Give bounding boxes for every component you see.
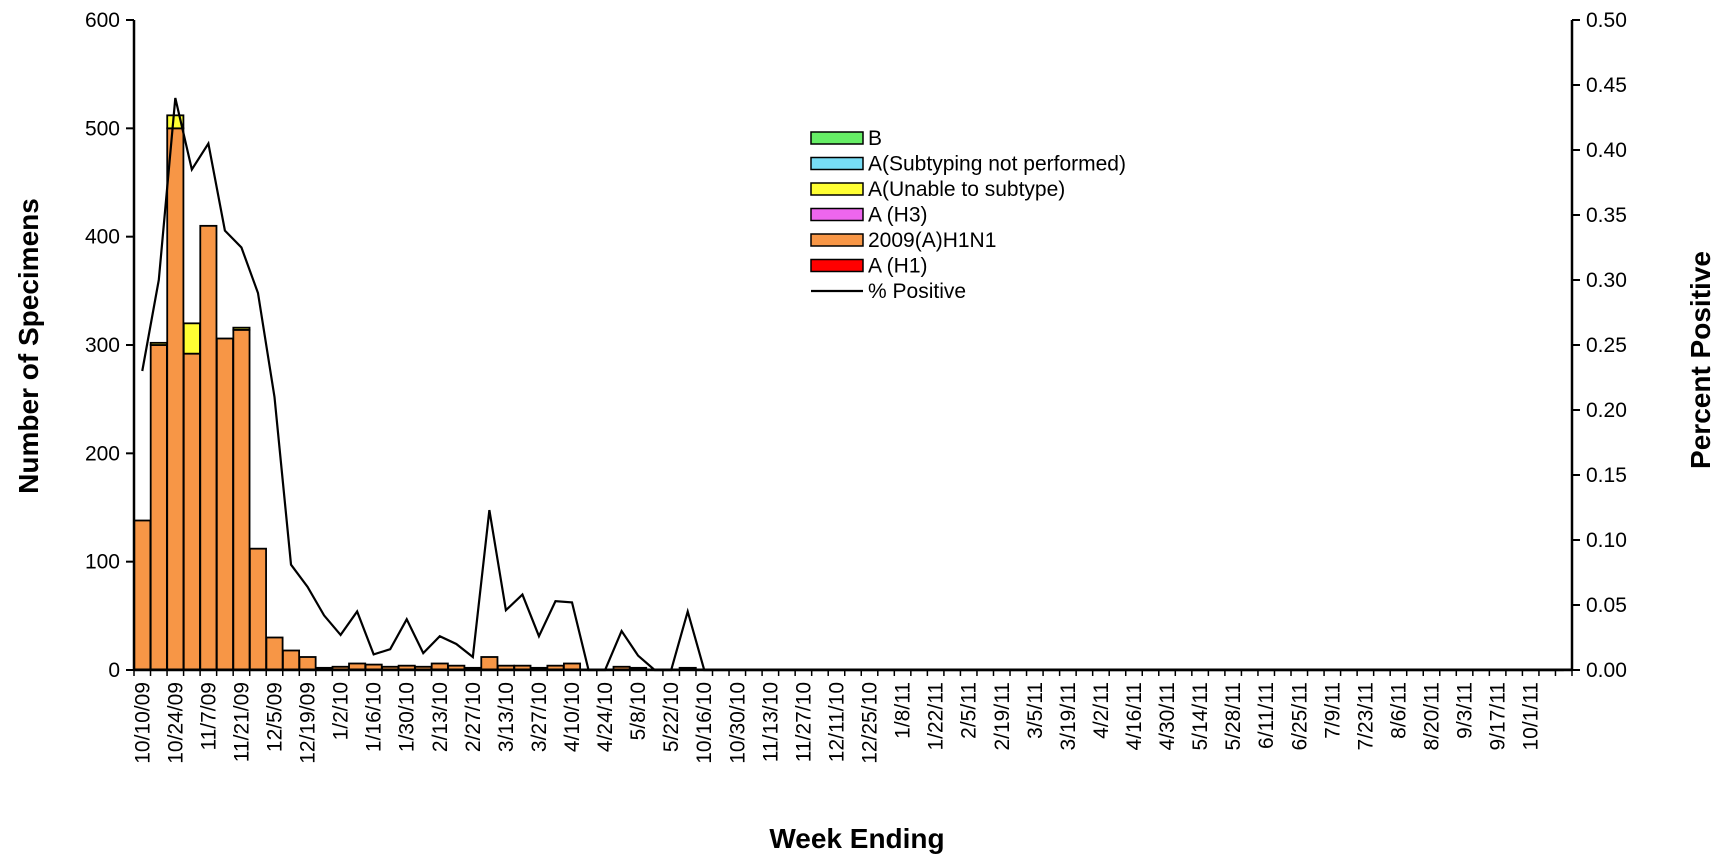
x-tick-label: 12/25/10	[859, 682, 882, 764]
x-tick-label: 5/14/11	[1189, 682, 1212, 751]
x-tick-label: 10/16/10	[693, 682, 716, 764]
y2-axis-title: Percent Positive	[1685, 251, 1716, 469]
x-tick-label: 4/30/11	[1156, 682, 1179, 751]
x-tick-label: 9/17/11	[1487, 682, 1510, 751]
y2-tick-label: 0.15	[1586, 464, 1627, 487]
x-tick-label: 1/22/11	[925, 682, 948, 751]
legend-label: % Positive	[868, 280, 966, 303]
x-tick-label: 1/30/10	[396, 682, 419, 752]
legend-swatch	[810, 182, 864, 196]
x-tick-label: 12/19/09	[297, 682, 320, 764]
bar-2009-a-h1n1-4	[199, 224, 218, 671]
x-tick-label: 5/8/10	[627, 682, 650, 740]
y2-tick-label: 0.35	[1586, 204, 1627, 227]
x-tick-label: 6/11/11	[1255, 682, 1278, 749]
x-tick-label: 10/1/11	[1520, 682, 1543, 751]
y-axis-title: Number of Specimens	[13, 198, 44, 494]
legend-swatch	[810, 233, 864, 247]
bar-2009-a-h1n1-10	[298, 656, 317, 671]
x-tick-label: 4/2/11	[1090, 682, 1113, 739]
legend-label: A(Unable to subtype)	[868, 178, 1065, 201]
x-tick-label: 10/10/09	[131, 682, 154, 764]
x-tick-label: 11/13/10	[759, 682, 782, 762]
y2-tick-label: 0.00	[1586, 659, 1627, 682]
y-tick-label: 100	[85, 551, 120, 574]
x-tick-label: 1/16/10	[363, 682, 386, 752]
x-tick-label: 3/5/11	[1024, 682, 1047, 739]
y2-tick-label: 0.50	[1586, 9, 1627, 32]
x-tick-label: 9/3/11	[1454, 682, 1477, 739]
bar-2009-a-h1n1-9	[282, 649, 301, 671]
x-tick-label: 3/19/11	[1057, 682, 1080, 751]
x-tick-label: 6/25/11	[1288, 682, 1311, 751]
x-tick-label: 10/30/10	[726, 682, 749, 764]
x-axis-title: Week Ending	[769, 823, 944, 854]
x-tick-label: 11/21/09	[230, 682, 253, 762]
bar-a-unable-to-subtype--6	[232, 326, 251, 331]
bar-2009-a-h1n1-7	[248, 547, 267, 671]
y-tick-label: 600	[85, 9, 120, 32]
x-tick-label: 5/22/10	[660, 682, 683, 752]
x-tick-label: 7/23/11	[1354, 682, 1377, 751]
y-tick-label: 400	[85, 226, 120, 249]
bar-2009-a-h1n1-1	[149, 344, 168, 671]
legend-swatch	[810, 131, 864, 145]
bar-2009-a-h1n1-2	[166, 127, 185, 671]
bar-2009-a-h1n1-5	[215, 337, 234, 671]
x-tick-label: 4/24/10	[594, 682, 617, 752]
bar-2009-a-h1n1-3	[182, 352, 201, 671]
bar-2009-a-h1n1-0	[133, 519, 152, 671]
legend-label: A (H1)	[868, 255, 928, 278]
legend-swatch	[810, 207, 864, 222]
y-tick-label: 0	[108, 659, 120, 682]
x-tick-label: 8/6/11	[1387, 682, 1410, 739]
x-tick-label: 3/27/10	[528, 682, 551, 752]
x-tick-label: 11/7/09	[197, 682, 220, 751]
x-tick-label: 2/13/10	[429, 682, 452, 752]
x-tick-label: 8/20/11	[1421, 682, 1444, 751]
legend-swatch	[810, 258, 864, 273]
x-tick-label: 3/13/10	[495, 682, 518, 752]
bar-a-unable-to-subtype--3	[182, 322, 201, 355]
y2-tick-label: 0.05	[1586, 594, 1627, 617]
bar-series-group	[133, 114, 1573, 671]
x-tick-label: 11/27/10	[792, 682, 815, 762]
x-tick-label: 2/27/10	[462, 682, 485, 752]
legend-label: B	[868, 127, 882, 150]
y2-tick-label: 0.20	[1586, 399, 1627, 422]
bar-a-unable-to-subtype--1	[149, 341, 168, 346]
x-tick-label: 1/8/11	[892, 682, 915, 739]
y2-tick-label: 0.10	[1586, 529, 1627, 552]
x-tick-label: 7/9/11	[1321, 682, 1344, 739]
x-tick-label: 5/28/11	[1222, 682, 1245, 751]
x-tick-label: 4/10/10	[561, 682, 584, 752]
axes-group: 0 100 200 300 400 500 600 0.00 0.05 0.10 0.15 0.20 0…	[85, 9, 1627, 764]
y-tick-label: 200	[85, 442, 120, 465]
legend-label: A (H3)	[868, 204, 928, 227]
y2-tick-label: 0.40	[1586, 139, 1627, 162]
y2-tick-label: 0.30	[1586, 269, 1627, 292]
legend-label: A(Subtyping not performed)	[868, 153, 1126, 176]
x-tick-label: 12/11/10	[825, 682, 848, 762]
x-tick-label: 2/5/11	[958, 682, 981, 739]
y2-tick-label: 0.25	[1586, 334, 1627, 357]
bar-2009-a-h1n1-6	[232, 328, 251, 671]
x-tick-label: 12/5/09	[263, 682, 286, 752]
x-tick-label: 10/24/09	[164, 682, 187, 764]
x-tick-label: 1/2/10	[330, 682, 353, 740]
y2-tick-label: 0.45	[1586, 74, 1627, 97]
bar-2009-a-h1n1-8	[265, 636, 284, 671]
legend-label: 2009(A)H1N1	[868, 229, 996, 252]
y-tick-label: 300	[85, 334, 120, 357]
y-tick-label: 500	[85, 117, 120, 140]
x-tick-label: 2/19/11	[991, 682, 1014, 751]
legend: B A(Subtyping not performed)A(Unable to s…	[810, 127, 1126, 303]
legend-swatch	[810, 156, 864, 171]
x-tick-label: 4/16/11	[1123, 682, 1146, 751]
bar-2009-a-h1n1-21	[480, 656, 499, 671]
